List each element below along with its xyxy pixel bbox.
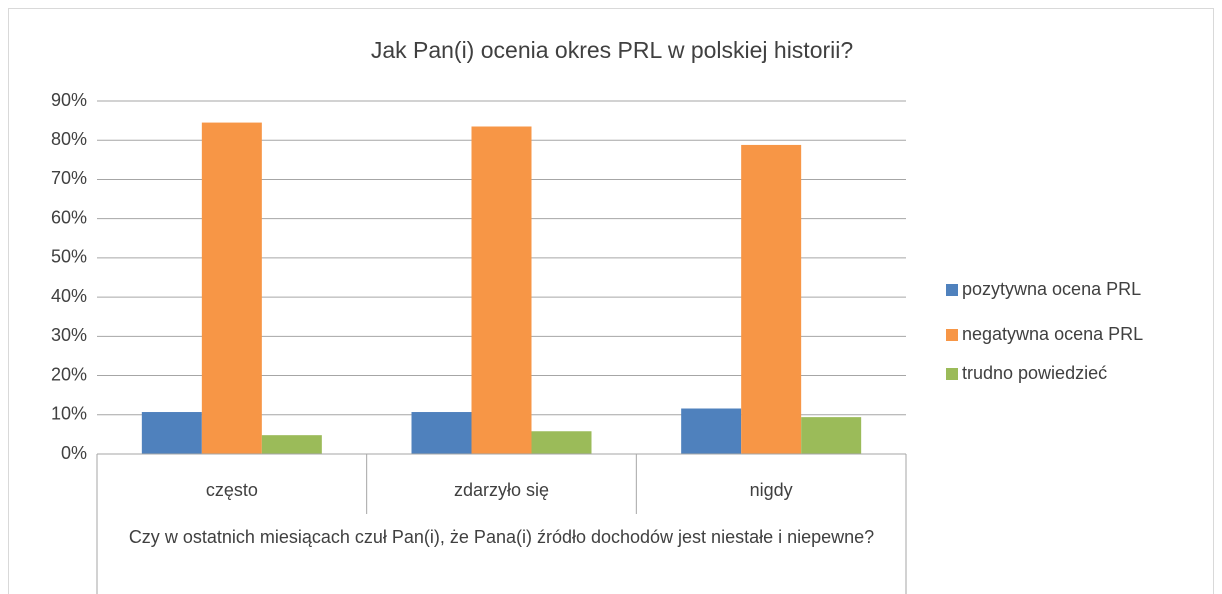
y-tick-label: 0%: [61, 443, 87, 463]
bar: [531, 431, 592, 454]
x-tick-label: często: [206, 480, 258, 500]
x-tick-label: nigdy: [750, 480, 793, 500]
legend-swatch: [946, 368, 958, 380]
y-tick-label: 80%: [51, 129, 87, 149]
y-tick-label: 90%: [51, 90, 87, 110]
bar: [471, 126, 532, 454]
x-tick-label: zdarzyło się: [454, 480, 549, 500]
legend-label: trudno powiedzieć: [962, 363, 1107, 383]
bar: [411, 412, 472, 454]
y-tick-label: 60%: [51, 207, 87, 227]
legend-label: negatywna ocena PRL: [962, 324, 1143, 344]
y-tick-label: 40%: [51, 286, 87, 306]
y-tick-label: 50%: [51, 247, 87, 267]
y-tick-label: 70%: [51, 168, 87, 188]
bar: [741, 144, 802, 454]
bar: [681, 408, 742, 454]
chart-border: [8, 8, 1214, 594]
legend-label: pozytywna ocena PRL: [962, 279, 1141, 299]
bar: [801, 417, 862, 454]
legend-swatch: [946, 284, 958, 296]
legend-swatch: [946, 329, 958, 341]
bar: [141, 412, 202, 454]
bar: [201, 122, 262, 455]
y-tick-label: 10%: [51, 404, 87, 424]
y-tick-label: 30%: [51, 325, 87, 345]
x-axis-title: Czy w ostatnich miesiącach czuł Pan(i), …: [128, 527, 875, 547]
y-tick-label: 20%: [51, 364, 87, 384]
chart-title: Jak Pan(i) ocenia okres PRL w polskiej h…: [371, 37, 853, 63]
bar: [261, 435, 322, 454]
